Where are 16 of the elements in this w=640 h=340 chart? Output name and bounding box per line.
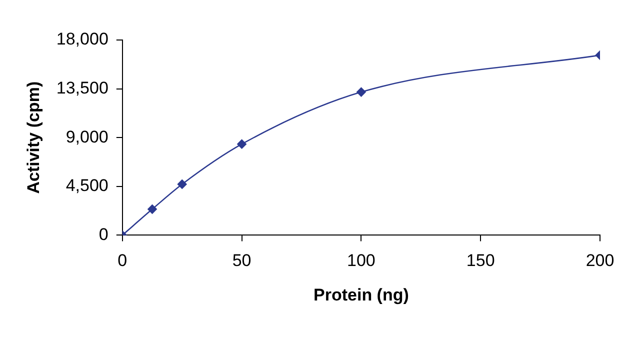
y-tick-label: 9,000	[66, 127, 108, 146]
x-tick-label: 150	[466, 251, 495, 270]
y-tick-label: 13,500	[56, 78, 108, 98]
y-tick-label: 0	[98, 224, 108, 244]
point	[356, 87, 366, 97]
y-axis-title: Activity (cpm)	[24, 81, 43, 194]
point	[148, 204, 157, 214]
x-tick-label: 50	[232, 251, 252, 270]
x-axis-title: Protein (ng)	[314, 285, 409, 304]
x-tick-label: 100	[347, 251, 376, 270]
y-tick-label: 18,000	[56, 30, 108, 49]
x-tick-label: 200	[586, 251, 614, 270]
x-tick-label: 0	[118, 251, 128, 270]
point	[177, 180, 187, 189]
point	[237, 139, 246, 149]
y-tick-label: 4,500	[66, 176, 108, 196]
